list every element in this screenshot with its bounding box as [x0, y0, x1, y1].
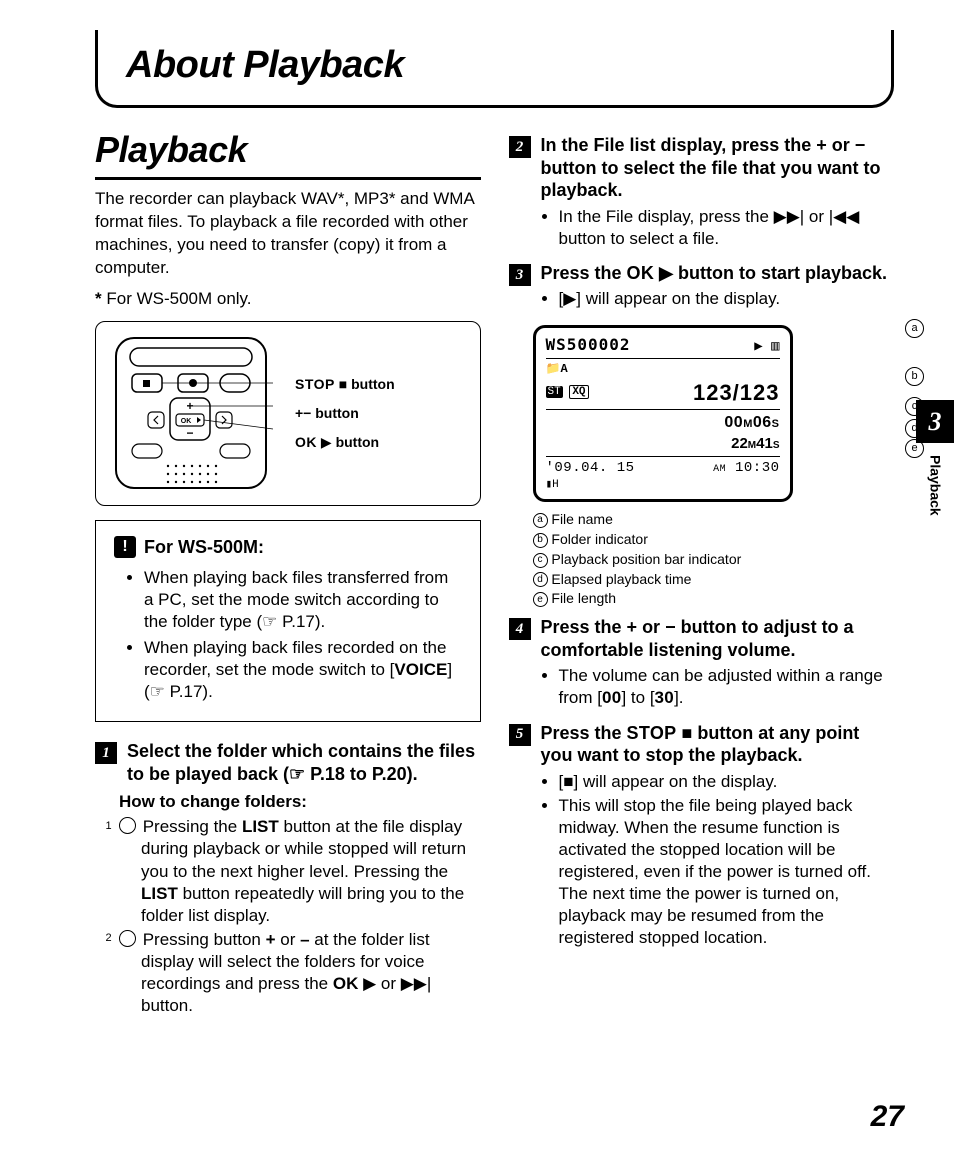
lcd-date: '09.04. 15 [546, 459, 635, 478]
substep: 1 Pressing the LIST button at the file d… [119, 816, 481, 926]
svg-text:OK: OK [181, 418, 192, 425]
step-1: 1 Select the folder which contains the f… [95, 740, 481, 785]
step-title: Press the OK ▶ button to start playback. [541, 262, 895, 285]
lcd-legend: a File name b Folder indicator c Playbac… [533, 510, 895, 608]
step-number: 2 [509, 136, 531, 158]
step-4: 4 Press the + or − button to adjust to a… [509, 616, 895, 713]
footnote-text: For WS-500M only. [106, 289, 251, 308]
lcd-counter: 123/123 [693, 378, 780, 408]
section-heading: Playback [95, 126, 481, 180]
step-title: Press the + or − button to adjust to a c… [541, 616, 895, 661]
substep: 2 Pressing button + or – at the folder l… [119, 929, 481, 1017]
lcd-time: AM 10:30 [713, 459, 779, 478]
note-item: When playing back files recorded on the … [144, 637, 462, 703]
step-2: 2 In the File list display, press the + … [509, 134, 895, 254]
step1-substeps: 1 Pressing the LIST button at the file d… [119, 816, 481, 1017]
label-ok: OK ▶ button [295, 433, 395, 452]
page-title-box: About Playback [95, 30, 894, 108]
note-box: ! For WS-500M: When playing back files t… [95, 520, 481, 723]
battery-icon: ▥ [771, 339, 779, 355]
lcd-badges: ST XQ [546, 385, 589, 400]
step-title: In the File list display, press the + or… [541, 134, 895, 202]
step-number: 1 [95, 742, 117, 764]
step-bullet: [▶] will appear on the display. [559, 288, 895, 310]
asterisk: * [95, 289, 102, 308]
recorder-diagram: + − OK [95, 321, 481, 506]
lcd-folder: 📁A [546, 361, 568, 377]
step-number: 5 [509, 724, 531, 746]
step-number: 3 [509, 264, 531, 286]
recorder-illustration: + − OK [108, 336, 273, 491]
chapter-label: Playback [926, 455, 945, 516]
callout-a: a [905, 319, 924, 338]
step1-sub-heading: How to change folders: [119, 791, 481, 814]
right-column: 2 In the File list display, press the + … [509, 126, 895, 1019]
lcd-elapsed: 00M06S [546, 412, 780, 434]
page-title: About Playback [126, 40, 863, 91]
play-icon: ▶ [754, 339, 762, 355]
note-heading: For WS-500M: [144, 535, 264, 559]
step-bullet: [■] will appear on the display. [559, 771, 895, 793]
callout-b: b [905, 367, 924, 386]
step-3: 3 Press the OK ▶ button to start playbac… [509, 262, 895, 315]
svg-text:−: − [186, 426, 193, 440]
label-stop: STOP ■ button [295, 375, 395, 394]
diagram-labels: STOP ■ button +− button OK ▶ button [295, 365, 395, 462]
chapter-number: 3 [916, 400, 954, 443]
legend-a: File name [551, 511, 612, 527]
lcd-display: WS500002 ▶ ▥ 📁A ST XQ [533, 325, 895, 502]
lcd-filename: WS500002 [546, 334, 631, 356]
note-item: When playing back files transferred from… [144, 567, 462, 633]
legend-d: Elapsed playback time [551, 571, 691, 587]
lcd-length: 22M41S [546, 434, 780, 454]
attention-icon: ! [114, 536, 136, 558]
footnote: * For WS-500M only. [95, 288, 481, 311]
chapter-tab: 3 Playback [916, 400, 954, 516]
step-bullet: In the File display, press the ▶▶| or |◀… [559, 206, 895, 250]
step-title: Press the STOP ■ button at any point you… [541, 722, 895, 767]
step-5: 5 Press the STOP ■ button at any point y… [509, 722, 895, 954]
page-number: 27 [871, 1097, 904, 1138]
left-column: Playback The recorder can playback WAV*,… [95, 126, 481, 1019]
step-bullet: The volume can be adjusted within a rang… [559, 665, 895, 709]
intro-text: The recorder can playback WAV*, MP3* and… [95, 188, 481, 280]
lcd-status-icons: ▶ ▥ [754, 338, 779, 357]
step-bullet: This will stop the file being played bac… [559, 795, 895, 950]
legend-e: File length [551, 590, 616, 606]
label-plusminus: +− button [295, 404, 395, 423]
step-number: 4 [509, 618, 531, 640]
legend-b: Folder indicator [551, 531, 648, 547]
legend-c: Playback position bar indicator [551, 551, 741, 567]
step-title: Select the folder which contains the fil… [127, 740, 481, 785]
